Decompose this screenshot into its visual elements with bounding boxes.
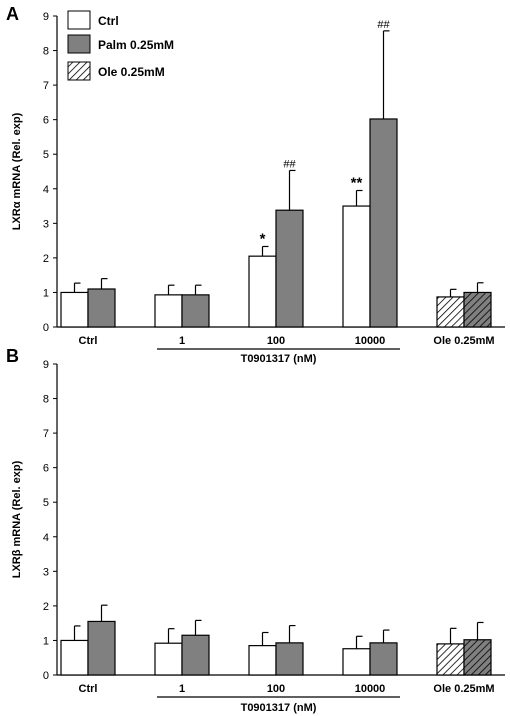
bar-10000-white-0 bbox=[342, 648, 371, 676]
legend-swatch-ctrl bbox=[67, 10, 91, 30]
x-tick-label-ctrl: Ctrl bbox=[79, 335, 98, 347]
y-tick-label-4: 4 bbox=[43, 532, 49, 544]
y-tick-label-5: 5 bbox=[43, 497, 49, 509]
legend: Ctrl Palm 0.25mM Ole 0.25mM bbox=[67, 10, 174, 81]
bar-ole-0-25mm-hatch-1 bbox=[463, 639, 492, 676]
y-tick-label-7: 7 bbox=[43, 80, 49, 92]
y-tick-label-5: 5 bbox=[43, 149, 49, 161]
x-tick-label-ctrl: Ctrl bbox=[79, 683, 98, 695]
legend-swatch-palm bbox=[67, 34, 91, 54]
y-tick-label-4: 4 bbox=[43, 184, 49, 196]
y-tick-label-9: 9 bbox=[43, 359, 49, 371]
legend-swatch-ole bbox=[67, 61, 91, 81]
y-tick-label-2: 2 bbox=[43, 253, 49, 265]
legend-label-ctrl: Ctrl bbox=[98, 14, 119, 28]
y-tick-label-3: 3 bbox=[43, 218, 49, 230]
bar-1-gray-1 bbox=[181, 634, 210, 676]
y-tick-label-7: 7 bbox=[43, 428, 49, 440]
bar-100-white-0 bbox=[248, 255, 277, 328]
y-tick-label-3: 3 bbox=[43, 566, 49, 578]
bar-100-white-0-significance-mark: * bbox=[260, 230, 266, 247]
bar-100-gray-1 bbox=[275, 209, 304, 328]
legend-label-ole: Ole 0.25mM bbox=[98, 65, 165, 79]
bar-100-white-0 bbox=[248, 645, 277, 676]
panel-label-b: B bbox=[6, 346, 19, 366]
bar-ole-0-25mm-hatch-0 bbox=[436, 296, 465, 328]
x-tick-label-ole-0-25mm: Ole 0.25mM bbox=[433, 335, 494, 347]
group-label: T0901317 (nM) bbox=[241, 353, 317, 365]
x-tick-label-1: 1 bbox=[179, 335, 185, 347]
x-tick-label-10000: 10000 bbox=[355, 335, 386, 347]
y-tick-label-0: 0 bbox=[43, 670, 49, 682]
bar-ctrl-white-0 bbox=[60, 639, 89, 676]
y-tick-label-0: 0 bbox=[43, 322, 49, 334]
x-tick-label-100: 100 bbox=[267, 335, 285, 347]
legend-item-ctrl: Ctrl bbox=[67, 10, 119, 30]
bar-10000-white-0-significance-mark: ** bbox=[351, 175, 363, 192]
bar-ctrl-gray-1 bbox=[87, 288, 116, 328]
y-tick-label-1: 1 bbox=[43, 635, 49, 647]
x-tick-label-ole-0-25mm: Ole 0.25mM bbox=[433, 683, 494, 695]
y-tick-label-6: 6 bbox=[43, 115, 49, 127]
bar-ctrl-white-0 bbox=[60, 291, 89, 328]
y-axis-label: LXRα mRNA (Rel. exp) bbox=[11, 112, 23, 230]
x-tick-label-1: 1 bbox=[179, 683, 185, 695]
group-label: T0901317 (nM) bbox=[241, 702, 317, 714]
legend-item-palm: Palm 0.25mM bbox=[67, 34, 174, 54]
y-tick-label-1: 1 bbox=[43, 287, 49, 299]
bar-10000-gray-1-significance-mark: ## bbox=[377, 19, 390, 31]
bar-1-white-0 bbox=[154, 642, 183, 676]
bar-1-gray-1 bbox=[181, 294, 210, 328]
bar-100-gray-1 bbox=[275, 642, 304, 676]
y-tick-label-8: 8 bbox=[43, 46, 49, 58]
x-tick-label-100: 100 bbox=[267, 683, 285, 695]
bar-100-gray-1-significance-mark: ## bbox=[283, 158, 296, 170]
y-tick-label-2: 2 bbox=[43, 601, 49, 613]
legend-item-ole: Ole 0.25mM bbox=[67, 61, 165, 81]
bar-1-white-0 bbox=[154, 294, 183, 328]
chart-panel-b: 0 1 2 3 4 5 6 7 8 9 LXRβ mRNA (Rel. exp) Ctrl 1 100 10… bbox=[11, 359, 505, 714]
legend-label-palm: Palm 0.25mM bbox=[98, 38, 174, 52]
y-axis-label: LXRβ mRNA (Rel. exp) bbox=[11, 460, 23, 578]
bar-ole-0-25mm-hatch-1 bbox=[463, 291, 492, 328]
chart-panel-a: 0 1 2 3 4 5 6 7 8 9 LXRα mRNA (Rel. exp) Ctrl 1 100 10… bbox=[11, 11, 505, 365]
bar-10000-gray-1 bbox=[369, 118, 398, 328]
x-tick-label-10000: 10000 bbox=[355, 683, 386, 695]
y-tick-label-9: 9 bbox=[43, 11, 49, 23]
bar-10000-white-0 bbox=[342, 205, 371, 328]
bar-10000-gray-1 bbox=[369, 642, 398, 676]
y-tick-label-8: 8 bbox=[43, 394, 49, 406]
bar-ctrl-gray-1 bbox=[87, 620, 116, 676]
bar-ole-0-25mm-hatch-0 bbox=[436, 643, 465, 676]
panel-label-a: A bbox=[6, 4, 19, 24]
y-tick-label-6: 6 bbox=[43, 463, 49, 475]
